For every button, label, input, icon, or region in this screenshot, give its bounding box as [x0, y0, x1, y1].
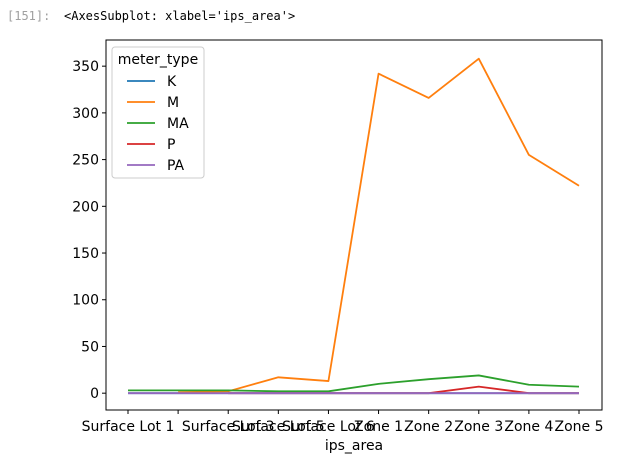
y-axis: 0 50 100 150 200 250 300 350: [72, 59, 106, 402]
cell-prompt: [151]:: [7, 9, 51, 23]
legend-box: [111, 46, 205, 179]
legend-entry: PA: [167, 158, 185, 174]
x-tick-label: Surface Lot 1: [82, 419, 175, 435]
y-tick-label: 200: [72, 199, 99, 215]
x-tick-label: Surface Lot 5: [232, 419, 325, 435]
y-tick-label: 100: [72, 293, 99, 309]
y-tick-label: 0: [90, 386, 99, 402]
x-axis-label: ips_area: [325, 438, 383, 454]
x-tick-label: Zone 4: [504, 419, 553, 435]
legend-entry: M: [167, 95, 179, 111]
y-tick-label: 250: [72, 153, 99, 169]
y-tick-label: 50: [81, 339, 99, 355]
x-tick-label: Zone 3: [454, 419, 503, 435]
cell-output-text: <AxesSubplot: xlabel='ips_area'>: [64, 9, 296, 23]
legend-entry: K: [167, 74, 177, 90]
y-tick-label: 150: [72, 246, 99, 262]
series-lines: [128, 57, 580, 395]
notebook-output-header: [151]: <AxesSubplot: xlabel='ips_area'>: [0, 0, 636, 32]
x-tick-label: Zone 5: [555, 419, 604, 435]
x-tick-label: Surface Lot 3: [182, 419, 275, 435]
x-tick-label: Zone 2: [404, 419, 453, 435]
series-line-m: [178, 57, 580, 394]
legend-entry: MA: [167, 116, 189, 132]
legend-title: meter_type: [118, 52, 198, 68]
y-tick-label: 350: [72, 59, 99, 75]
x-tick-label: Surface Lot 6: [282, 419, 375, 435]
legend-entry: P: [167, 137, 175, 153]
y-tick-label: 300: [72, 106, 99, 122]
series-line-ma: [128, 374, 580, 393]
x-tick-label: Zone 1: [354, 419, 403, 435]
legend: meter_type KM MA P PA: [111, 46, 205, 179]
